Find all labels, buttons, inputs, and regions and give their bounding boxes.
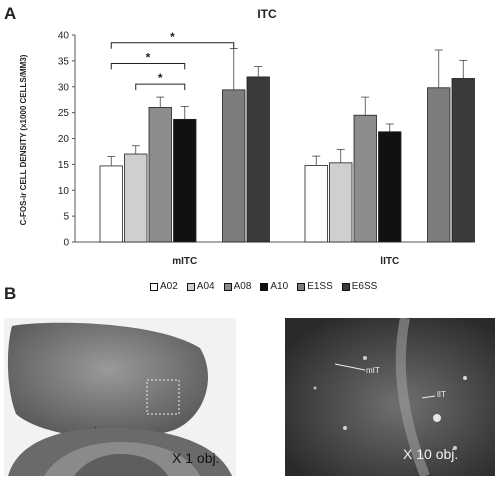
legend: A02 A04 A08 A10 E1SS E6SS <box>150 281 377 292</box>
bar <box>246 76 270 243</box>
y-tick-label: 35 <box>58 56 70 67</box>
legend-item: A04 <box>186 281 215 292</box>
micrograph-x10: mIT lIT X 10 obj. <box>285 318 495 476</box>
region-label-lit: lIT <box>437 390 446 399</box>
y-tick-label: 15 <box>58 160 70 171</box>
legend-item: E6SS <box>341 281 378 292</box>
legend-item: A10 <box>260 281 288 292</box>
bar <box>329 162 353 243</box>
micrograph-x1: X 1 obj. <box>4 318 236 476</box>
bar <box>173 118 197 243</box>
legend-swatch <box>341 282 350 291</box>
legend-label: E6SS <box>351 281 378 292</box>
legend-swatch <box>223 282 232 291</box>
bar <box>124 153 148 243</box>
y-tick-label: 30 <box>58 82 70 93</box>
x-category-label: mITC <box>172 256 197 267</box>
significance-bracket <box>135 83 186 91</box>
panel-a-label: A <box>4 4 17 23</box>
bar <box>222 89 246 243</box>
y-tick-label: 40 <box>58 31 70 42</box>
bar <box>148 107 172 243</box>
legend-swatch <box>186 282 195 291</box>
legend-label: E1SS <box>307 281 333 292</box>
legend-label: A04 <box>196 281 215 292</box>
legend-item: A02 <box>150 281 178 292</box>
y-tick-label: 10 <box>58 186 70 197</box>
y-tick-label: 0 <box>63 238 69 249</box>
chart-title: ITC <box>257 7 277 21</box>
axes: 0 5 10 15 20 25 30 35 40 mITC lITC <box>58 31 470 267</box>
legend-label: A02 <box>160 281 178 292</box>
legend-label: A08 <box>233 281 252 292</box>
y-axis-label: C-FOS-ir CELL DENSITY (x1000 CELLS/MM3) <box>19 54 28 225</box>
y-tick-label: 25 <box>58 108 70 119</box>
legend-swatch <box>260 282 269 291</box>
x-category-label: lITC <box>380 256 399 267</box>
bar <box>451 78 475 243</box>
bar <box>304 165 328 243</box>
significance-star: * <box>170 30 175 44</box>
y-tick-label: 5 <box>63 212 69 223</box>
bar-chart: ITC C-FOS-ir CELL DENSITY (x1000 CELLS/M… <box>19 7 475 267</box>
significance-brackets: * * * <box>110 30 235 91</box>
legend-label: A10 <box>270 281 289 292</box>
legend-item: A08 <box>223 281 252 292</box>
bar <box>427 87 451 243</box>
legend-item: E1SS <box>297 281 333 292</box>
bars <box>99 48 475 243</box>
bar <box>353 114 377 243</box>
significance-bracket <box>110 42 235 49</box>
micrograph-x10-caption: X 10 obj. <box>403 446 459 462</box>
micrograph-x1-caption: X 1 obj. <box>172 450 220 466</box>
legend-swatch <box>297 282 306 291</box>
panel-b-label: B <box>4 284 17 303</box>
region-label-mit: mIT <box>366 366 380 375</box>
significance-star: * <box>146 50 151 64</box>
bar <box>99 165 123 243</box>
bar <box>378 131 402 243</box>
y-tick-label: 20 <box>58 134 70 145</box>
legend-swatch <box>150 282 158 291</box>
significance-star: * <box>158 71 163 85</box>
significance-bracket <box>110 62 186 70</box>
